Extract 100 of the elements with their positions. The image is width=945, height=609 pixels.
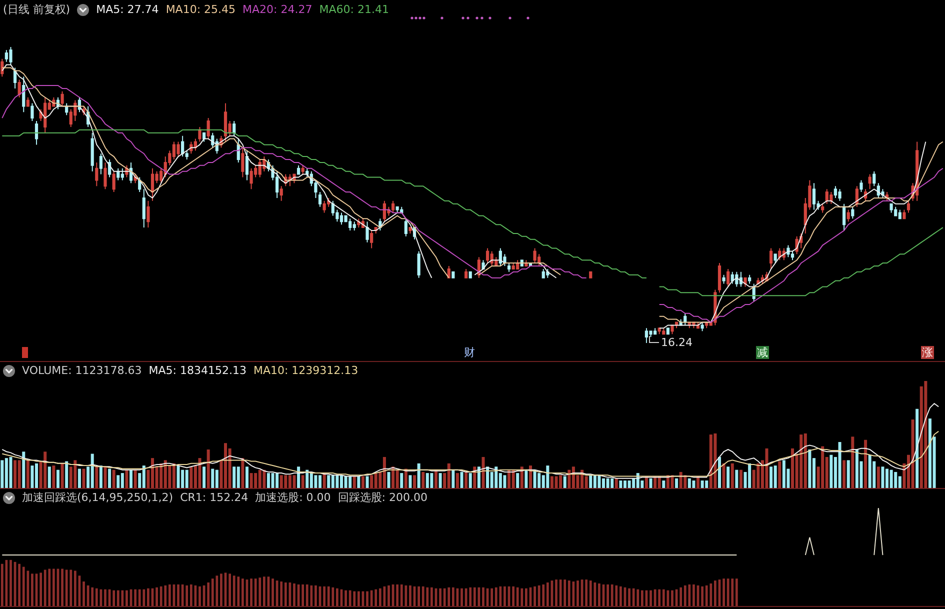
text: MA10: 1239312.13 [253,364,358,377]
bar [692,480,696,488]
candlestick [366,221,369,243]
candlestick [120,168,124,181]
bar [430,473,434,488]
bar [426,473,429,488]
bar [60,463,64,488]
bar [280,582,283,606]
bar [821,446,824,488]
bar [430,587,433,606]
bar [460,588,463,606]
bar [400,473,404,488]
candlestick [112,170,116,193]
bar [185,470,188,488]
candlestick [507,262,511,272]
bar [396,584,399,606]
bar [306,470,309,488]
legend-label: MA5: 27.74 [96,3,159,16]
bar [52,466,56,488]
bar [640,590,644,606]
candlestick [902,209,906,220]
bar [576,580,579,606]
bar [911,420,914,488]
bar [482,456,485,488]
bar [735,578,738,606]
bar [606,584,609,606]
bar [336,588,338,606]
bar [22,566,25,606]
bar [534,586,536,606]
bar [499,586,502,606]
bar [292,475,296,488]
candlestick [142,188,146,228]
candlestick [838,188,842,202]
bar [649,478,652,488]
bar [121,590,124,606]
bar [112,590,116,606]
bar [589,475,592,488]
candlestick [408,227,412,234]
bar [842,460,846,488]
bar [620,586,622,606]
candlestick [730,271,734,284]
bar [516,587,519,606]
bar [705,480,708,488]
candlestick [744,277,747,288]
bar [126,590,128,606]
bar [280,475,283,488]
bar [65,461,68,488]
text: 财 [463,346,476,359]
bar [366,591,368,606]
bar [348,590,352,606]
candlestick [512,262,515,270]
bar [739,470,742,488]
candlestick [464,268,468,278]
bar [370,475,374,488]
bar [348,476,352,488]
bar [125,470,128,488]
bar [838,442,842,488]
candlestick [18,79,21,98]
bar [628,588,630,606]
bar [564,580,566,606]
bar [422,586,424,606]
bar [82,582,85,606]
bar [44,452,47,488]
candlestick [340,212,344,226]
bar [202,466,206,488]
bar [211,468,214,488]
candlestick [404,218,408,237]
bar [615,585,618,606]
bar [271,473,274,488]
bar [709,434,712,488]
bar [473,587,476,606]
bar [876,466,880,488]
candlestick [245,150,249,181]
bar [460,472,464,488]
bar [692,584,695,606]
candlestick [90,132,94,172]
bar [31,574,34,606]
bar [120,473,124,488]
bar [99,466,102,488]
bar [418,586,420,606]
candlestick [546,268,550,278]
candlestick [846,209,850,222]
bar [112,470,116,488]
bar [216,576,218,606]
bar [791,448,794,488]
candlestick [241,147,244,178]
bar [156,587,158,606]
bar [357,591,360,606]
bar [593,475,596,488]
bar [310,472,313,488]
bar [916,408,919,488]
candlestick [129,162,133,184]
candlestick [198,126,202,142]
candlestick [34,120,38,146]
bar [619,480,622,488]
bar [220,574,222,606]
bar [190,466,193,488]
bar [104,589,106,606]
bar [726,578,730,606]
bar [9,456,12,488]
